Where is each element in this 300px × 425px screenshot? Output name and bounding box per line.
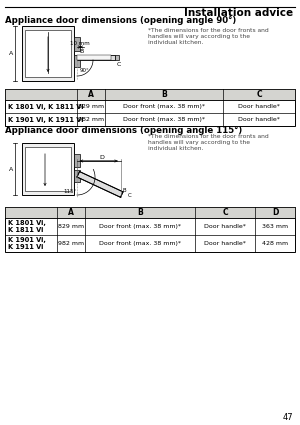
Text: A: A [9,167,13,172]
Text: A: A [88,90,94,99]
Text: 982 mm: 982 mm [58,241,84,246]
Bar [115,55,119,60]
Bar [74,170,80,182]
Text: C: C [128,193,131,198]
Text: K 1901 Vi, K 1911 Vi: K 1901 Vi, K 1911 Vi [8,116,83,122]
Text: K 1901 Vi,
K 1911 Vi: K 1901 Vi, K 1911 Vi [8,237,46,250]
Text: 47: 47 [282,413,293,422]
Text: 90°: 90° [80,68,90,73]
Text: D: D [99,155,104,159]
Text: Door handle*: Door handle* [238,117,280,122]
Bar [5,89,295,126]
Text: D: D [272,208,278,217]
Text: B: B [161,90,167,99]
Bar [22,26,74,81]
Text: 10 mm: 10 mm [70,40,90,45]
Text: Appliance door dimensions (opening angle 90°): Appliance door dimensions (opening angle… [5,15,236,25]
Text: Installation advice: Installation advice [184,8,293,18]
Text: Appliance door dimensions (opening angle 115°): Appliance door dimensions (opening angle… [5,125,242,134]
Text: Door handle*: Door handle* [204,241,246,246]
Text: C: C [117,62,122,66]
Text: B: B [137,208,143,217]
Bar [5,207,295,252]
Text: Door front (max. 38 mm)*: Door front (max. 38 mm)* [123,117,205,122]
Text: Door front (max. 38 mm)*: Door front (max. 38 mm)* [99,241,181,246]
Text: 428 mm: 428 mm [262,241,288,246]
Text: 829 mm: 829 mm [58,224,84,229]
Text: A: A [68,208,74,217]
Text: Door handle*: Door handle* [238,104,280,109]
Text: B: B [79,48,83,54]
Text: 829 mm: 829 mm [78,104,104,109]
Bar [22,143,74,195]
Bar [74,55,80,67]
Text: Door front (max. 38 mm)*: Door front (max. 38 mm)* [123,104,205,109]
Text: *The dimensions for the door fronts and
handles will vary according to the
indiv: *The dimensions for the door fronts and … [148,134,269,151]
Text: K 1801 Vi, K 1811 Vi: K 1801 Vi, K 1811 Vi [8,104,83,110]
Bar [25,147,71,191]
Bar [74,154,80,167]
Bar [77,55,115,60]
Text: *The dimensions for the door fronts and
handles will vary according to the
indiv: *The dimensions for the door fronts and … [148,28,269,45]
Text: 363 mm: 363 mm [262,224,288,229]
Text: Door handle*: Door handle* [204,224,246,229]
Text: Door front (max. 38 mm)*: Door front (max. 38 mm)* [99,224,181,229]
Bar [5,207,295,218]
Bar [77,55,111,60]
Bar [25,30,71,77]
Text: 982 mm: 982 mm [78,117,104,122]
Text: K 1801 Vi,
K 1811 Vi: K 1801 Vi, K 1811 Vi [8,220,46,233]
Bar [5,89,295,100]
Text: 115°: 115° [63,189,76,193]
Text: C: C [256,90,262,99]
Text: C: C [222,208,228,217]
Polygon shape [77,172,123,197]
Text: A: A [9,51,13,56]
Text: B: B [122,188,126,193]
Bar [74,37,80,51]
